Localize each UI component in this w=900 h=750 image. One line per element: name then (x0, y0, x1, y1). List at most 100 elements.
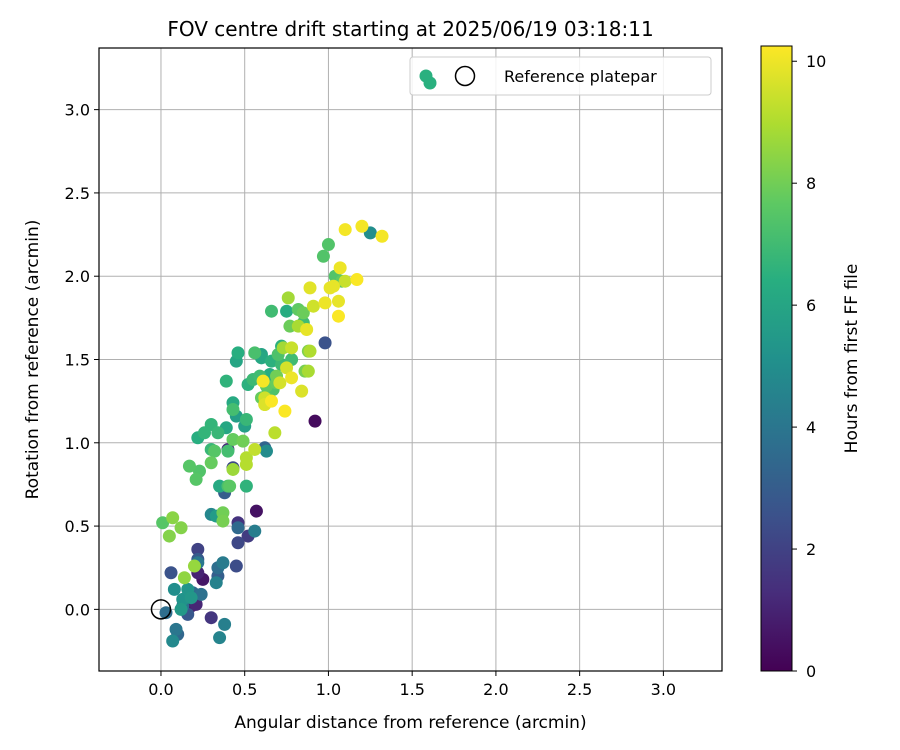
scatter-point (184, 591, 198, 605)
scatter-point (280, 304, 294, 318)
legend-box (409, 56, 712, 96)
scatter-point (296, 306, 310, 320)
scatter-point (331, 309, 345, 323)
y-tick-label: 3.0 (65, 101, 90, 120)
scatter-point (318, 296, 332, 310)
x-tick-label: 1.0 (316, 680, 341, 699)
y-axis-ticks: 0.0 0.5 1.0 1.5 2.0 2.5 3.0 (65, 101, 99, 619)
scatter-point (221, 444, 235, 458)
legend-reference-label: Reference platepar (504, 67, 657, 86)
colorbar-gradient (760, 45, 793, 672)
scatter-point (323, 281, 337, 295)
scatter-point (177, 571, 191, 585)
scatter-point (239, 412, 253, 426)
scatter-point (174, 521, 188, 535)
colorbar-tick-label: 8 (806, 174, 816, 193)
x-tick-label: 2.5 (567, 680, 592, 699)
scatter-point (350, 273, 364, 287)
scatter-point (166, 634, 180, 648)
scatter-point (285, 341, 299, 355)
x-tick-label: 0.5 (232, 680, 257, 699)
scatter-point (219, 374, 233, 388)
scatter-point (231, 521, 245, 535)
scatter-point (248, 442, 262, 456)
scatter-point (182, 459, 196, 473)
scatter-point (248, 346, 262, 360)
scatter-point (301, 364, 315, 378)
scatter-point (273, 376, 287, 390)
data-points (156, 219, 389, 648)
scatter-point (211, 426, 225, 440)
y-tick-label: 0.5 (65, 517, 90, 536)
scatter-point (278, 404, 292, 418)
x-axis-ticks: 0.0 0.5 1.0 1.5 2.0 2.5 3.0 (148, 671, 676, 699)
reference-platepar-marker (150, 599, 172, 620)
scatter-point (164, 566, 178, 580)
scatter-point (338, 223, 352, 237)
scatter-point (308, 414, 322, 428)
scatter-point (231, 536, 245, 550)
scatter-point (226, 402, 240, 416)
legend-reference-marker (454, 65, 476, 87)
scatter-point (249, 504, 263, 518)
scatter-point (264, 394, 278, 408)
chart-title: FOV centre drift starting at 2025/06/19 … (167, 17, 653, 41)
scatter-point (231, 346, 245, 360)
colorbar-tick-label: 4 (806, 418, 816, 437)
x-tick-label: 2.0 (483, 680, 508, 699)
scatter-point (162, 529, 176, 543)
scatter-point (295, 384, 309, 398)
scatter-point (280, 361, 294, 375)
x-tick-label: 0.0 (148, 680, 173, 699)
scatter-point (189, 472, 203, 486)
scatter-point (194, 587, 208, 601)
colorbar-tick-label: 10 (806, 52, 826, 71)
y-tick-label: 0.0 (65, 600, 90, 619)
x-axis-label: Angular distance from reference (arcmin) (234, 713, 586, 733)
scatter-point (169, 622, 183, 636)
colorbar-tick-label: 0 (806, 662, 816, 681)
scatter-point (213, 631, 227, 645)
scatter-point (239, 479, 253, 493)
scatter-point (226, 462, 240, 476)
colorbar-ticks: 0 2 4 6 8 10 (792, 52, 826, 681)
scatter-point (256, 374, 270, 388)
scatter-point (156, 516, 170, 530)
colorbar: 0 2 4 6 8 10 Hours from first FF file (760, 45, 862, 681)
scatter-point (306, 299, 320, 313)
scatter-point (204, 611, 218, 625)
legend: Reference platepar (409, 56, 712, 96)
scatter-point (248, 524, 262, 538)
scatter-point (321, 238, 335, 252)
colorbar-label: Hours from first FF file (842, 264, 862, 454)
grid-lines (99, 48, 722, 671)
scatter-point (159, 606, 173, 620)
scatter-point (187, 559, 201, 573)
scatter-point (209, 576, 223, 590)
y-tick-label: 2.0 (65, 267, 90, 286)
scatter-point (259, 444, 273, 458)
y-tick-label: 2.5 (65, 184, 90, 203)
scatter-point (281, 291, 295, 305)
y-axis-label: Rotation from reference (arcmin) (23, 220, 43, 500)
scatter-point (316, 249, 330, 263)
reference-marker (150, 599, 172, 620)
scatter-point (223, 479, 237, 493)
scatter-point (264, 304, 278, 318)
x-tick-label: 1.5 (399, 680, 424, 699)
scatter-point (303, 281, 317, 295)
scatter-point (239, 451, 253, 465)
scatter-point (338, 274, 352, 288)
scatter-point (166, 511, 180, 525)
scatter-point (300, 323, 314, 337)
colorbar-tick-label: 6 (806, 296, 816, 315)
scatter-point (226, 432, 240, 446)
scatter-point (375, 229, 389, 243)
scatter-point (303, 344, 317, 358)
scatter-point (318, 336, 332, 350)
scatter-point (167, 582, 181, 596)
scatter-point (236, 434, 250, 448)
scatter-point (174, 602, 188, 616)
x-tick-label: 3.0 (651, 680, 676, 699)
